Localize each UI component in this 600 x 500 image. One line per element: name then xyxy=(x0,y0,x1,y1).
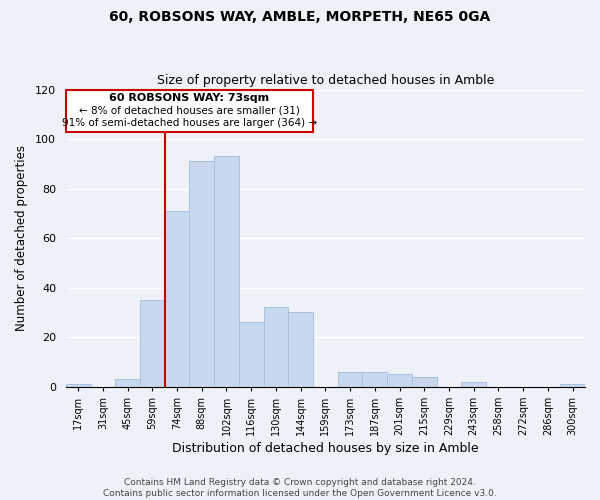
Bar xyxy=(190,162,214,386)
Bar xyxy=(461,382,486,386)
Bar xyxy=(239,322,263,386)
Bar xyxy=(362,372,387,386)
Bar xyxy=(338,372,362,386)
FancyBboxPatch shape xyxy=(66,90,313,132)
Bar xyxy=(66,384,91,386)
Bar xyxy=(560,384,585,386)
Bar xyxy=(412,376,437,386)
X-axis label: Distribution of detached houses by size in Amble: Distribution of detached houses by size … xyxy=(172,442,479,455)
Bar xyxy=(214,156,239,386)
Title: Size of property relative to detached houses in Amble: Size of property relative to detached ho… xyxy=(157,74,494,87)
Bar xyxy=(115,379,140,386)
Text: ← 8% of detached houses are smaller (31): ← 8% of detached houses are smaller (31) xyxy=(79,106,300,116)
Bar xyxy=(164,211,190,386)
Bar xyxy=(263,308,289,386)
Text: 91% of semi-detached houses are larger (364) →: 91% of semi-detached houses are larger (… xyxy=(62,118,317,128)
Text: 60 ROBSONS WAY: 73sqm: 60 ROBSONS WAY: 73sqm xyxy=(109,94,269,104)
Bar xyxy=(387,374,412,386)
Bar xyxy=(140,300,164,386)
Y-axis label: Number of detached properties: Number of detached properties xyxy=(15,145,28,331)
Bar xyxy=(289,312,313,386)
Text: Contains HM Land Registry data © Crown copyright and database right 2024.
Contai: Contains HM Land Registry data © Crown c… xyxy=(103,478,497,498)
Text: 60, ROBSONS WAY, AMBLE, MORPETH, NE65 0GA: 60, ROBSONS WAY, AMBLE, MORPETH, NE65 0G… xyxy=(109,10,491,24)
